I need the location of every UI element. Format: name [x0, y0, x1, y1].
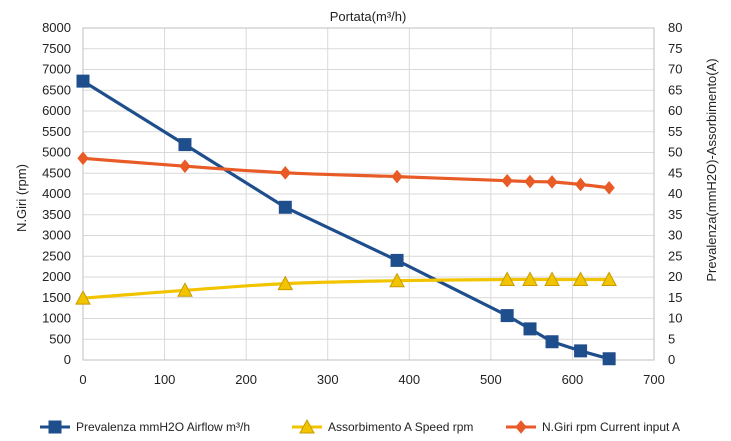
data-point — [389, 272, 405, 288]
data-point — [499, 271, 516, 286]
grid — [82, 27, 655, 361]
data-point — [75, 290, 91, 305]
series-2 — [75, 271, 617, 305]
y-left-tick-label: 0 — [64, 352, 71, 367]
data-point — [545, 335, 559, 349]
y-left-tick-label: 7500 — [42, 41, 71, 56]
data-point — [390, 253, 404, 267]
x-tick-label: 600 — [562, 372, 584, 387]
data-point — [177, 282, 193, 297]
data-point — [601, 271, 617, 286]
data-point — [602, 352, 616, 366]
data-point — [524, 174, 536, 189]
legend: Prevalenza mmH2O Airflow m³/h Assorbiment… — [40, 418, 680, 434]
y-left-tick-label: 2500 — [42, 248, 71, 263]
data-point — [391, 169, 403, 184]
data-point — [574, 344, 588, 358]
y-right-tick-label: 20 — [668, 269, 682, 284]
y-left-tick-label: 6000 — [42, 103, 71, 118]
y-left-tick-label: 8000 — [42, 20, 71, 35]
y-right-tick-label: 70 — [668, 62, 682, 77]
legend-label: N.Giri rpm Current input A — [542, 420, 680, 434]
y-left-tick-label: 3000 — [42, 228, 71, 243]
x-tick-label: 500 — [480, 372, 502, 387]
y-right-tick-label: 35 — [668, 207, 682, 222]
legend-swatch-marker — [48, 420, 62, 434]
chart-title: Portata(m³/h) — [330, 9, 407, 24]
data-point — [574, 177, 587, 192]
x-tick-label: 700 — [643, 372, 665, 387]
legend-label: Prevalenza mmH2O Airflow m³/h — [76, 420, 250, 434]
data-point — [77, 151, 89, 166]
y-right-tick-label: 55 — [668, 124, 682, 139]
y-left-tick-label: 4000 — [42, 186, 71, 201]
x-tick-label: 300 — [317, 372, 339, 387]
y-right-tick-label: 75 — [668, 41, 682, 56]
data-point — [279, 166, 291, 180]
data-point — [546, 175, 558, 189]
data-point — [603, 180, 615, 195]
y-left-tick-label: 5500 — [42, 124, 71, 139]
data-point — [523, 322, 537, 336]
series-layer — [75, 74, 617, 366]
y-right-tick-label: 45 — [668, 165, 682, 180]
data-point — [501, 173, 513, 188]
y-right-tick-label: 50 — [668, 145, 682, 160]
series-line — [82, 156, 610, 190]
data-point — [178, 138, 192, 152]
y-left-tick-label: 500 — [49, 331, 71, 346]
y-right-tick-label: 40 — [668, 186, 682, 201]
data-point — [500, 309, 514, 323]
y-right-tick-label: 5 — [668, 331, 675, 346]
x-tick-label: 0 — [79, 372, 86, 387]
data-point — [572, 271, 589, 286]
axis-labels: Portata(m³/h) N.Giri (rpm) Prevalenza(mm… — [14, 9, 719, 282]
data-point — [544, 271, 560, 286]
y-left-tick-label: 5000 — [42, 145, 71, 160]
y-right-tick-label: 65 — [668, 82, 682, 97]
data-point — [522, 271, 538, 286]
series-line — [82, 277, 610, 300]
legend-item-3: N.Giri rpm Current input A — [506, 420, 680, 434]
data-point — [277, 275, 294, 291]
y-right-tick-label: 10 — [668, 311, 682, 326]
y-right-tick-label: 30 — [668, 228, 682, 243]
y-right-tick-label: 80 — [668, 20, 682, 35]
data-point — [278, 200, 292, 214]
y-left-tick-label: 1000 — [42, 311, 71, 326]
plot-area — [82, 27, 655, 361]
y-left-tick-label: 7000 — [42, 62, 71, 77]
y-left-tick-label: 4500 — [42, 165, 71, 180]
series-3 — [77, 151, 615, 195]
y-right-tick-label: 0 — [668, 352, 675, 367]
legend-swatch-marker — [299, 418, 315, 434]
legend-item-2: Assorbimento A Speed rpm — [292, 418, 473, 434]
y-left-tick-label: 1500 — [42, 290, 71, 305]
y-right-tick-label: 25 — [668, 248, 682, 263]
y-left-tick-label: 6500 — [42, 82, 71, 97]
y-right-tick-label: 60 — [668, 103, 682, 118]
series-1 — [76, 74, 616, 366]
y-left-tick-label: 3500 — [42, 207, 71, 222]
y-axis-left-title: N.Giri (rpm) — [14, 164, 29, 232]
data-point — [76, 74, 90, 88]
legend-item-1: Prevalenza mmH2O Airflow m³/h — [40, 420, 250, 434]
x-tick-label: 100 — [154, 372, 176, 387]
y-left-tick-label: 2000 — [42, 269, 71, 284]
legend-label: Assorbimento A Speed rpm — [328, 420, 473, 434]
axes: 0500100015002000250030003500400045005000… — [42, 20, 682, 387]
x-tick-label: 200 — [235, 372, 257, 387]
data-point — [179, 159, 191, 173]
y-axis-right-title: Prevalenza(mmH2O)-Assorbimento(A) — [704, 58, 719, 281]
series-line — [82, 79, 610, 361]
x-tick-label: 400 — [398, 372, 420, 387]
y-right-tick-label: 15 — [668, 290, 682, 305]
legend-swatch-marker — [515, 420, 527, 434]
